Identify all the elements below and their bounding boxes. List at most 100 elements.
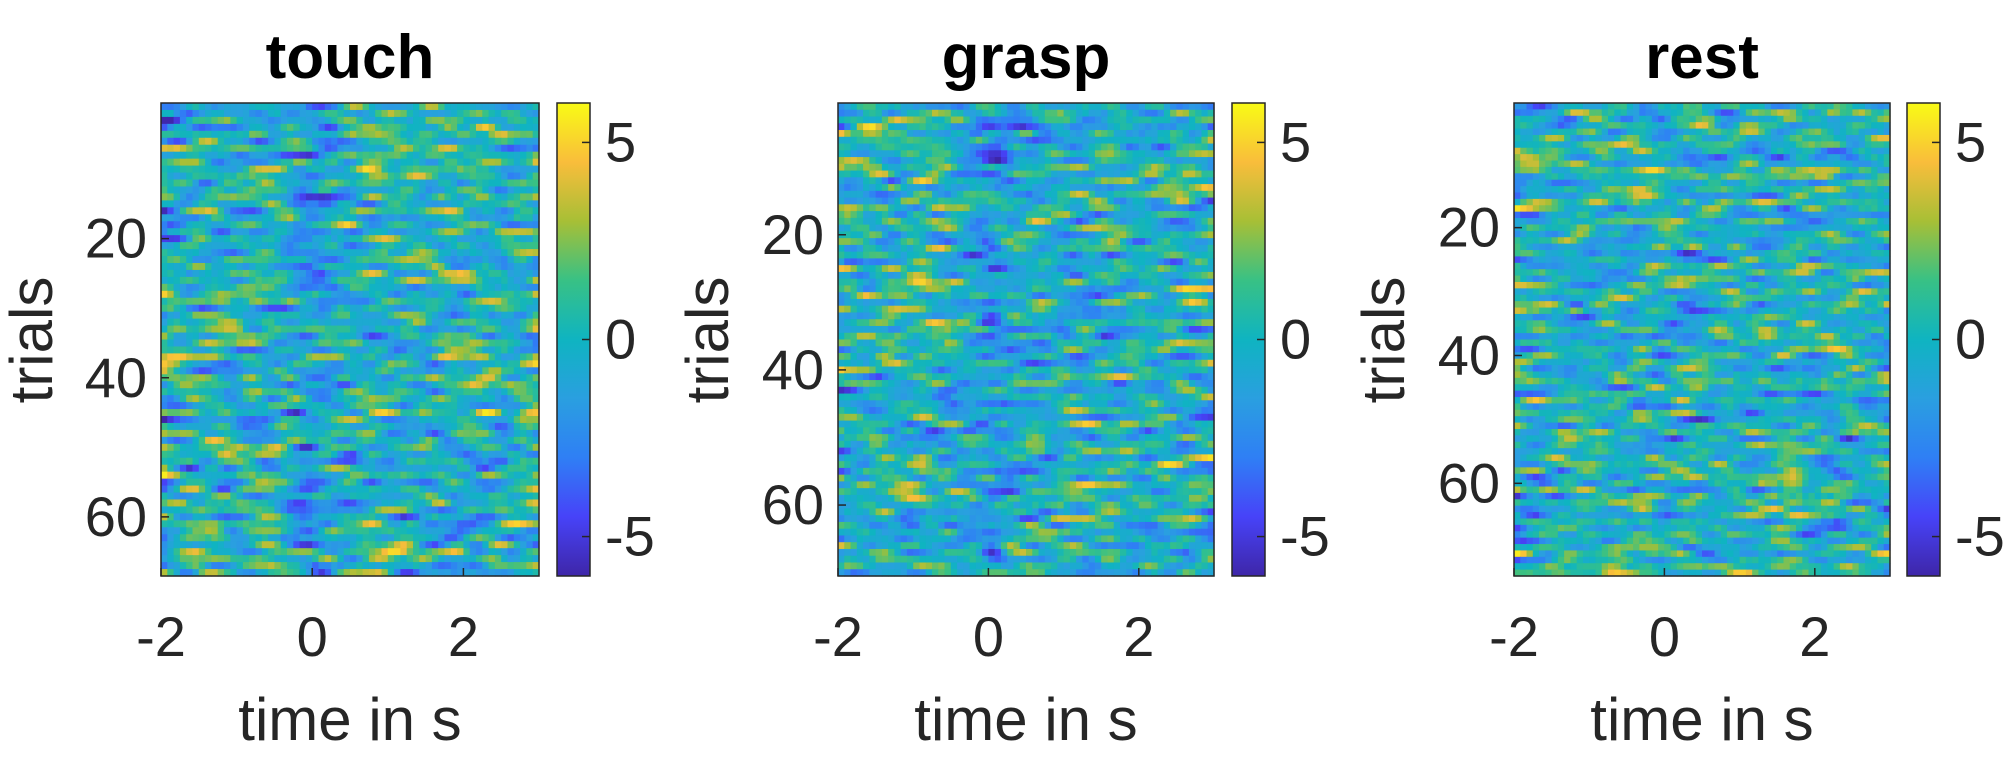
heatmap-cell xyxy=(406,492,414,501)
heatmap-cell xyxy=(287,221,294,229)
heatmap-cell xyxy=(520,235,527,243)
heatmap-cell xyxy=(268,165,275,174)
heatmap-cell xyxy=(482,332,490,341)
heatmap-cell xyxy=(1151,103,1159,111)
heatmap-cell xyxy=(293,409,301,417)
heatmap-cell xyxy=(850,157,858,165)
heatmap-cell xyxy=(293,325,301,334)
heatmap-cell xyxy=(375,256,383,264)
heatmap-cell xyxy=(362,443,370,452)
heatmap-cell xyxy=(318,422,326,431)
heatmap-cell xyxy=(507,562,515,570)
heatmap-cell xyxy=(1101,130,1109,138)
heatmap-cell xyxy=(287,311,294,320)
heatmap-cell xyxy=(532,346,540,355)
heatmap-cell xyxy=(236,137,244,146)
heatmap-cell xyxy=(186,297,194,306)
heatmap-cell xyxy=(356,388,364,396)
heatmap-cell xyxy=(192,332,200,341)
heatmap-cell xyxy=(387,276,395,285)
heatmap-cell xyxy=(413,520,420,528)
heatmap-cell xyxy=(186,360,194,368)
heatmap-cell xyxy=(419,158,427,167)
heatmap-cell xyxy=(161,214,168,222)
heatmap-cell xyxy=(957,136,964,145)
heatmap-cell xyxy=(268,318,275,327)
heatmap-cell xyxy=(507,353,515,361)
heatmap-cell xyxy=(362,179,370,188)
heatmap-cell xyxy=(501,464,509,473)
heatmap-cell xyxy=(362,346,370,355)
heatmap-cell xyxy=(230,221,238,229)
heatmap-cell xyxy=(1170,103,1177,111)
heatmap-cell xyxy=(331,388,338,396)
heatmap-cell xyxy=(255,283,263,292)
heatmap-cell xyxy=(318,562,326,570)
heatmap-cell xyxy=(350,256,357,264)
heatmap-cell xyxy=(457,332,464,341)
heatmap-cell xyxy=(1157,157,1165,165)
heatmap-cell xyxy=(520,318,527,327)
heatmap-cell xyxy=(350,318,357,327)
heatmap-cell xyxy=(476,158,483,167)
heatmap-cell xyxy=(211,527,219,535)
heatmap-cell xyxy=(161,416,168,424)
heatmap-cell xyxy=(1038,130,1046,138)
heatmap-cell xyxy=(387,179,395,188)
heatmap-cell xyxy=(299,283,307,292)
heatmap-cell xyxy=(501,562,509,570)
heatmap-cell xyxy=(488,151,496,160)
heatmap-cell xyxy=(482,422,490,431)
heatmap-cell xyxy=(261,457,269,466)
heatmap-cell xyxy=(438,109,446,118)
heatmap-cell xyxy=(192,527,200,535)
heatmap-cell xyxy=(482,381,490,389)
heatmap-cell xyxy=(431,137,439,146)
heatmap-cell xyxy=(343,193,351,201)
heatmap-cell xyxy=(476,276,483,285)
heatmap-cell xyxy=(1201,136,1209,145)
heatmap-cell xyxy=(850,103,858,111)
heatmap-cell xyxy=(457,527,464,535)
heatmap-cell xyxy=(1069,123,1077,131)
heatmap-cell xyxy=(249,562,257,570)
heatmap-cell xyxy=(293,422,301,431)
heatmap-cell xyxy=(224,527,231,535)
heatmap-cell xyxy=(299,151,307,160)
heatmap-cell xyxy=(230,555,238,563)
heatmap-cell xyxy=(1076,116,1083,124)
heatmap-cell xyxy=(167,471,175,480)
heatmap-cell xyxy=(350,353,357,361)
heatmap-cell xyxy=(350,534,357,542)
heatmap-cell xyxy=(501,422,509,431)
heatmap-cell xyxy=(482,276,490,285)
heatmap-cell xyxy=(324,304,332,313)
heatmap-cell xyxy=(957,109,964,118)
heatmap-cell xyxy=(419,172,427,181)
heatmap-cell xyxy=(268,172,275,181)
heatmap-cell xyxy=(526,450,534,459)
heatmap-cell xyxy=(381,346,389,355)
heatmap-cell xyxy=(881,123,889,131)
heatmap-cell xyxy=(494,269,502,278)
heatmap-cell xyxy=(982,143,989,151)
heatmap-cell xyxy=(211,269,219,278)
heatmap-cell xyxy=(318,290,326,299)
heatmap-cell xyxy=(450,123,458,132)
heatmap-cell xyxy=(963,177,971,185)
heatmap-cell xyxy=(274,499,282,508)
heatmap-cell xyxy=(431,235,439,243)
heatmap-cell xyxy=(224,137,231,146)
heatmap-cell xyxy=(476,499,483,508)
heatmap-cell xyxy=(261,311,269,320)
heatmap-cell xyxy=(173,242,181,250)
heatmap-cell xyxy=(513,151,521,160)
heatmap-cell xyxy=(173,144,181,153)
heatmap-cell xyxy=(324,109,332,118)
heatmap-cell xyxy=(488,269,496,278)
heatmap-cell xyxy=(387,269,395,278)
heatmap-cell xyxy=(299,137,307,146)
heatmap-cell xyxy=(457,402,464,410)
heatmap-cell xyxy=(406,269,414,278)
heatmap-cell xyxy=(969,184,977,192)
